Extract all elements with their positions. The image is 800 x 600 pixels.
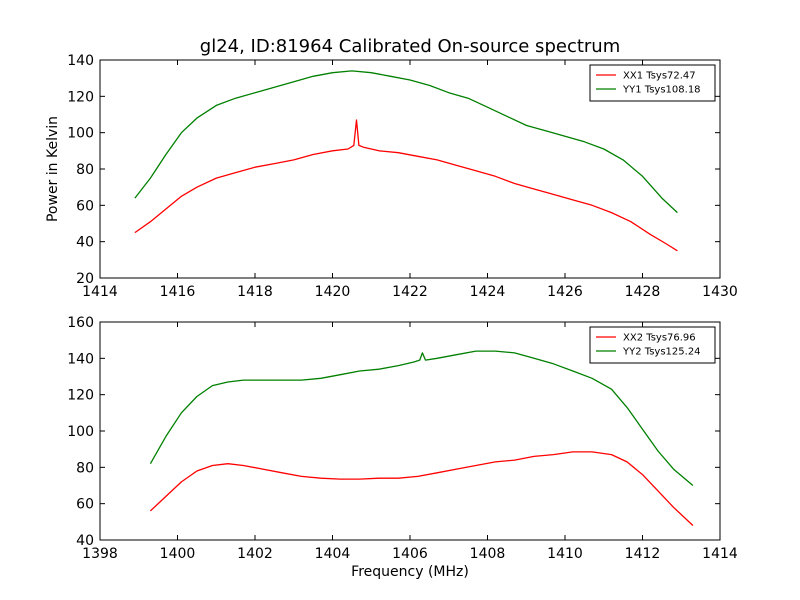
x-tick-label: 1402 xyxy=(237,546,273,562)
legend-label: XX2 Tsys76.96 xyxy=(623,333,696,344)
x-tick-label: 1420 xyxy=(315,284,351,300)
y-tick-label: 100 xyxy=(67,126,94,142)
y-tick-label: 120 xyxy=(67,388,94,404)
y-tick-label: 40 xyxy=(76,533,94,549)
x-tick-label: 1418 xyxy=(237,284,273,300)
x-tick-label: 1400 xyxy=(160,546,196,562)
x-tick-label: 1428 xyxy=(625,284,661,300)
top-spectrum-panel: 1414 1416 1418 1420 1422 1424 1426 1428 1430 20 40… xyxy=(45,53,738,300)
x-axis-label: Frequency (MHz) xyxy=(351,564,469,580)
x-tick-label: 1414 xyxy=(702,546,738,562)
y-tick-label: 80 xyxy=(76,162,94,178)
y-tick-label: 140 xyxy=(67,53,94,69)
series-line-1 xyxy=(149,451,694,526)
x-tick-label: 1404 xyxy=(315,546,351,562)
legend: XX2 Tsys76.96 YY2 Tsys125.24 xyxy=(589,326,716,364)
y-tick-label: 160 xyxy=(67,315,94,331)
series-line-1 xyxy=(134,119,678,252)
x-tick-label: 1406 xyxy=(392,546,428,562)
y-tick-label: 20 xyxy=(76,271,94,287)
y-axis-label: Power in Kelvin xyxy=(45,116,61,222)
x-tick-label: 1426 xyxy=(547,284,583,300)
y-tick-label: 60 xyxy=(76,198,94,214)
y-tick-label: 140 xyxy=(67,351,94,367)
series-line-2 xyxy=(134,70,678,214)
legend-box xyxy=(589,326,716,364)
x-tick-label: 1422 xyxy=(392,284,428,300)
legend-label: YY1 Tsys108.18 xyxy=(622,85,701,96)
legend-label: YY2 Tsys125.24 xyxy=(622,347,701,358)
figure-title: gl24, ID:81964 Calibrated On-source spec… xyxy=(200,36,620,57)
legend-label: XX1 Tsys72.47 xyxy=(623,71,696,82)
y-tick-label: 40 xyxy=(76,235,94,251)
x-tick-label: 1398 xyxy=(82,546,118,562)
series-line-2 xyxy=(149,350,694,486)
x-tick-label: 1424 xyxy=(470,284,506,300)
y-tick-label: 80 xyxy=(76,460,94,476)
bottom-spectrum-panel: 1398 1400 1402 1404 1406 1408 1410 1412 1414 40 60… xyxy=(67,315,738,580)
x-tick-label: 1412 xyxy=(625,546,661,562)
y-tick-label: 120 xyxy=(67,89,94,105)
x-tick-label: 1408 xyxy=(470,546,506,562)
x-tick-label: 1414 xyxy=(82,284,118,300)
x-tick-label: 1430 xyxy=(702,284,738,300)
x-tick-label: 1410 xyxy=(547,546,583,562)
x-tick-label: 1416 xyxy=(160,284,196,300)
y-tick-label: 100 xyxy=(67,424,94,440)
legend-box xyxy=(589,64,716,102)
legend: XX1 Tsys72.47 YY1 Tsys108.18 xyxy=(589,64,716,102)
y-tick-label: 60 xyxy=(76,497,94,513)
